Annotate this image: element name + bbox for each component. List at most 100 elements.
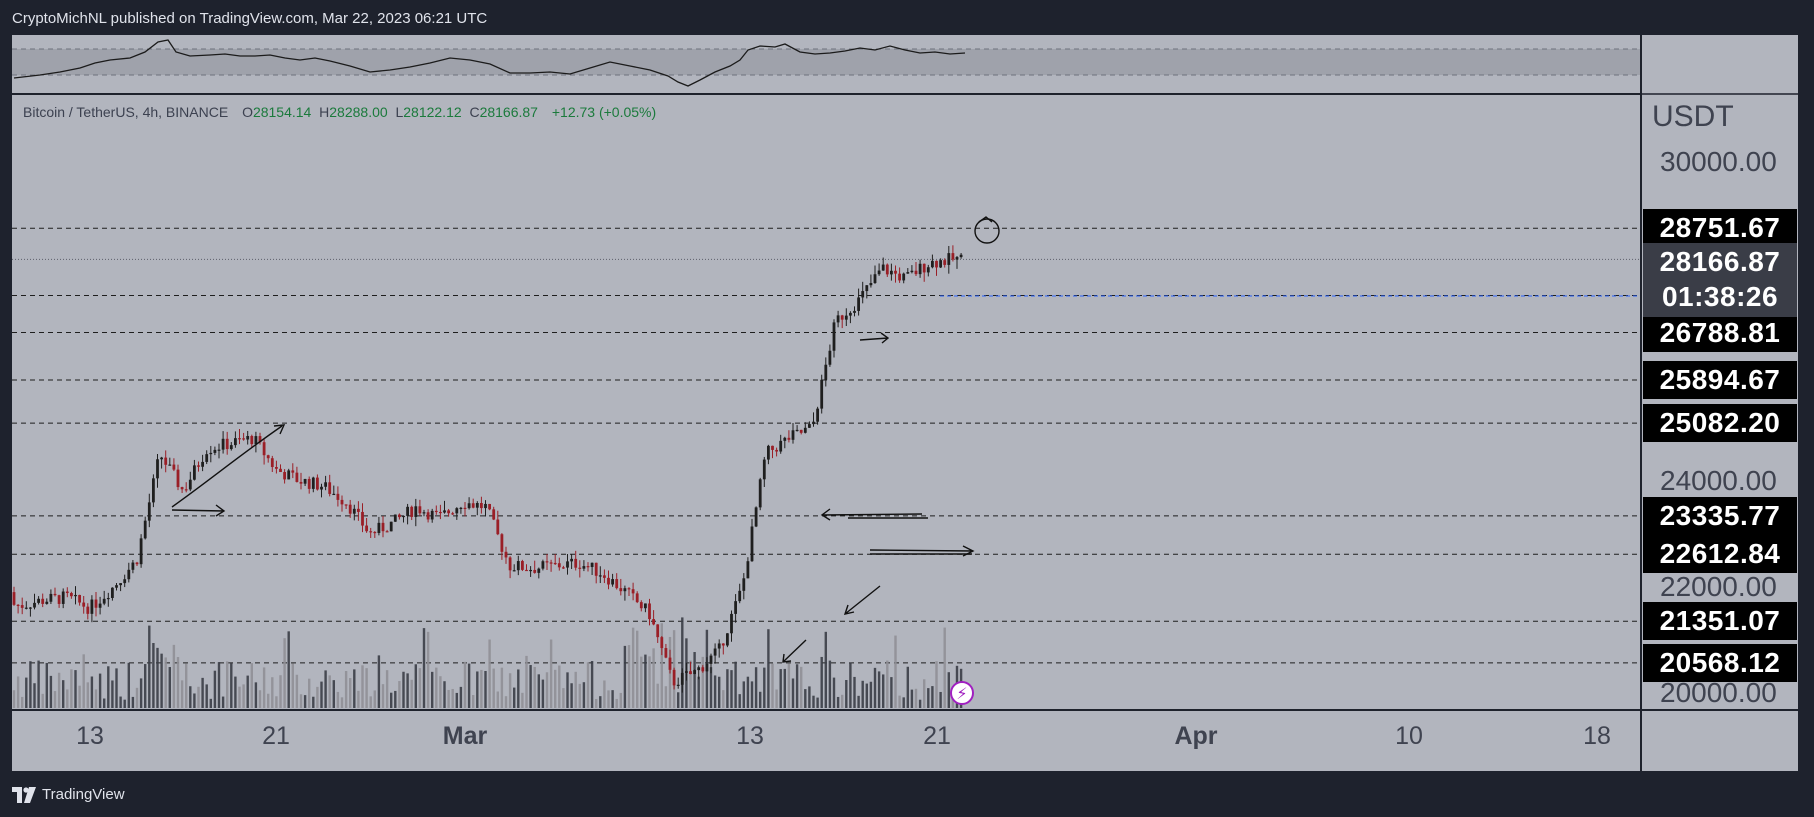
symbol-legend[interactable]: Bitcoin / TetherUS, 4h, BINANCE O28154.1… xyxy=(23,104,656,120)
candle-body xyxy=(447,510,450,514)
volume-bar xyxy=(103,698,106,708)
candle-body xyxy=(82,602,86,607)
volume-bar xyxy=(828,660,832,708)
volume-bar xyxy=(689,660,692,708)
volume-bar xyxy=(74,670,77,708)
candle-body xyxy=(931,260,934,268)
candle-body xyxy=(402,515,405,518)
candle-body xyxy=(139,538,143,565)
event-bolt-icon[interactable]: ⚡ xyxy=(950,681,974,705)
volume-bar xyxy=(558,665,561,708)
candle-body xyxy=(894,270,897,274)
candle-body xyxy=(705,663,709,672)
circle-target xyxy=(974,218,1000,244)
candle-body xyxy=(135,562,139,565)
candle-body xyxy=(37,598,40,603)
candle-body xyxy=(959,254,963,258)
volume-bar xyxy=(615,698,618,708)
candle-body xyxy=(566,561,569,568)
tradingview-logo[interactable]: TradingView xyxy=(12,786,125,803)
volume-bar xyxy=(156,647,159,708)
volume-bar xyxy=(804,689,807,708)
volume-bar xyxy=(242,684,245,708)
candle-body xyxy=(492,509,496,520)
candle-body xyxy=(143,520,147,539)
candle-body xyxy=(529,569,532,572)
volume-bar xyxy=(70,669,73,708)
volume-bar xyxy=(349,678,352,708)
volume-bar xyxy=(275,696,278,708)
candle-body xyxy=(627,588,631,590)
volume-bar xyxy=(426,631,430,708)
volume-bar xyxy=(746,676,750,708)
volume-bar xyxy=(262,667,266,708)
candle-body xyxy=(418,506,422,514)
volume-bar xyxy=(836,696,840,708)
volume-bar xyxy=(549,639,553,708)
candle-body xyxy=(582,566,586,569)
candle-body xyxy=(311,477,315,489)
candle-body xyxy=(102,598,106,604)
candle-body xyxy=(332,493,336,496)
candle-body xyxy=(926,267,930,273)
volume-bar xyxy=(254,682,258,708)
candle-body xyxy=(898,273,901,281)
price-tick: 20000.00 xyxy=(1660,677,1777,708)
volume-bar xyxy=(808,686,811,708)
candle-body xyxy=(869,283,873,286)
volume-bar xyxy=(86,682,89,708)
volume-bar xyxy=(521,692,524,708)
candle-body xyxy=(131,562,135,570)
volume-bar xyxy=(217,662,221,708)
candle-body xyxy=(939,260,942,268)
volume-bar xyxy=(336,691,340,708)
candle-body xyxy=(328,482,332,494)
price-pane[interactable] xyxy=(12,95,1640,709)
volume-bar xyxy=(230,663,233,708)
volume-bar xyxy=(791,678,795,708)
volume-bar xyxy=(385,670,389,708)
candle-body xyxy=(767,445,770,460)
candle-body xyxy=(570,558,573,562)
volume-bar xyxy=(931,686,934,708)
volume-bar xyxy=(869,681,873,708)
candle-body xyxy=(287,470,291,480)
candle-body xyxy=(270,458,274,468)
volume-bar xyxy=(455,692,458,708)
arrow-diag-2 xyxy=(782,639,807,663)
drawing-annotations[interactable] xyxy=(171,216,1000,663)
candle-body xyxy=(906,272,910,274)
arrow-feb-right xyxy=(171,504,226,517)
candle-body xyxy=(849,312,852,316)
candle-body xyxy=(533,569,537,573)
footer-bar: TradingView xyxy=(0,773,1814,817)
volume-bar xyxy=(320,681,323,708)
time-axis-pane[interactable] xyxy=(12,711,1640,771)
volume-bar xyxy=(459,686,463,708)
candle-body xyxy=(229,445,233,450)
volume-bar xyxy=(62,680,65,708)
volume-bar xyxy=(25,677,28,708)
candle-body xyxy=(574,558,578,568)
candle-body xyxy=(217,449,221,451)
volume-bar xyxy=(123,699,126,708)
volume-bar xyxy=(566,672,569,708)
candle-countdown: 01:38:26 xyxy=(1661,281,1779,312)
volume-bar xyxy=(402,671,405,708)
price-tick: 24000.00 xyxy=(1660,464,1777,496)
volume-bar xyxy=(344,671,348,708)
volume-bar xyxy=(21,696,24,708)
candle-body xyxy=(824,364,828,380)
candle-body xyxy=(553,562,557,565)
candle-body xyxy=(176,469,180,488)
candle-body xyxy=(119,583,122,586)
volume-bar xyxy=(849,662,852,708)
volume-bar xyxy=(730,670,733,708)
volume-bar xyxy=(131,696,135,708)
candle-body xyxy=(525,569,528,572)
candle-body xyxy=(902,273,906,281)
volume-bar xyxy=(578,683,581,708)
candle-body xyxy=(78,594,81,603)
volume-bar xyxy=(496,691,499,708)
